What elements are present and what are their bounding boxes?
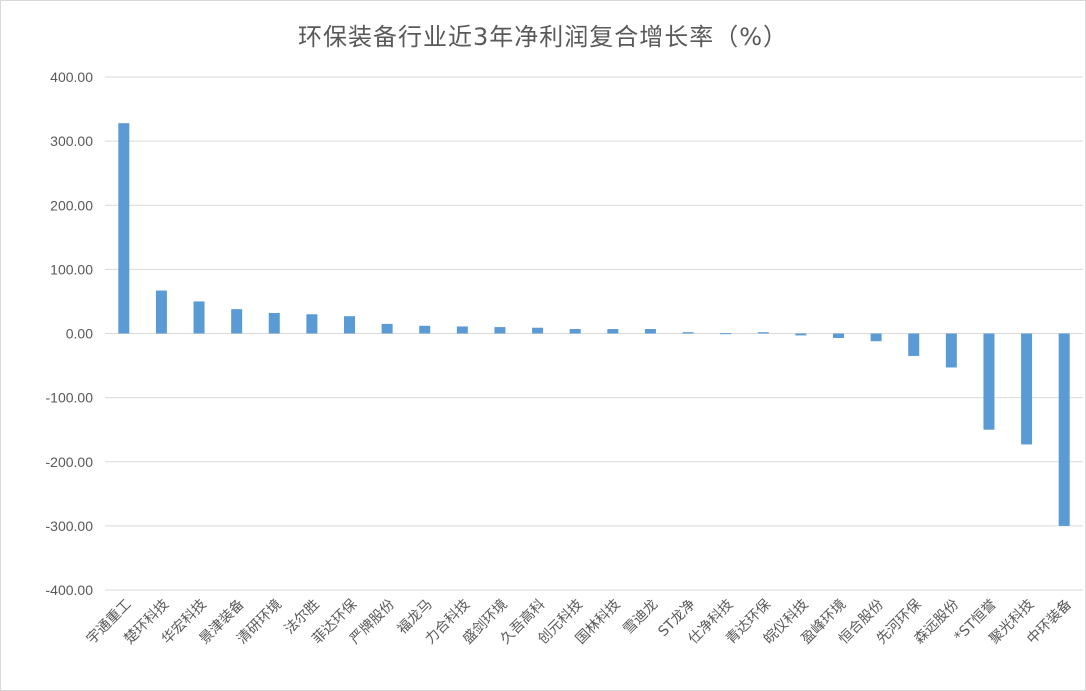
bar <box>381 323 393 334</box>
bar <box>1058 333 1070 526</box>
bar <box>268 312 280 334</box>
chart-title: 环保装备行业近3年净利润复合增长率（%） <box>297 23 789 51</box>
bar <box>494 327 506 334</box>
bar <box>908 333 920 356</box>
y-tick-label: -100.00 <box>46 390 94 406</box>
y-axis-tick-labels: 400.00 300.00 200.00 100.00 0.00 -100.00 -200.… <box>46 69 94 598</box>
gridlines <box>105 76 1083 591</box>
bar <box>833 333 844 338</box>
bar <box>757 332 769 334</box>
y-tick-label: -200.00 <box>46 454 94 470</box>
bar <box>607 329 619 334</box>
bar <box>720 333 732 335</box>
bar <box>306 314 318 334</box>
bar <box>795 333 807 336</box>
bar <box>1021 333 1033 445</box>
bar <box>569 329 581 334</box>
y-tick-label: 400.00 <box>50 69 93 85</box>
bar <box>945 333 957 368</box>
y-tick-label: 300.00 <box>50 133 93 149</box>
bar <box>682 332 694 334</box>
y-tick-label: 200.00 <box>50 197 93 213</box>
y-tick-label: -300.00 <box>46 518 94 534</box>
bar <box>231 309 243 334</box>
bar <box>419 325 431 334</box>
bars <box>118 123 1070 526</box>
x-category-label: 雪迪龙 <box>620 597 661 638</box>
bar <box>456 326 468 334</box>
bar <box>118 123 130 334</box>
bar <box>344 316 355 334</box>
y-tick-label: 0.00 <box>66 326 93 342</box>
bar <box>644 329 656 334</box>
bar <box>983 333 995 430</box>
x-axis-category-labels: 宇通重工楚环科技华宏科技景津装备清研环境法尔胜菲达环保严牌股份福龙马力合科技盛剑… <box>84 596 1075 648</box>
y-tick-label: -400.00 <box>46 582 94 598</box>
y-tick-label: 100.00 <box>50 261 93 277</box>
bar <box>155 290 167 334</box>
bar <box>532 327 544 334</box>
bar <box>193 301 205 334</box>
bar <box>870 333 882 342</box>
